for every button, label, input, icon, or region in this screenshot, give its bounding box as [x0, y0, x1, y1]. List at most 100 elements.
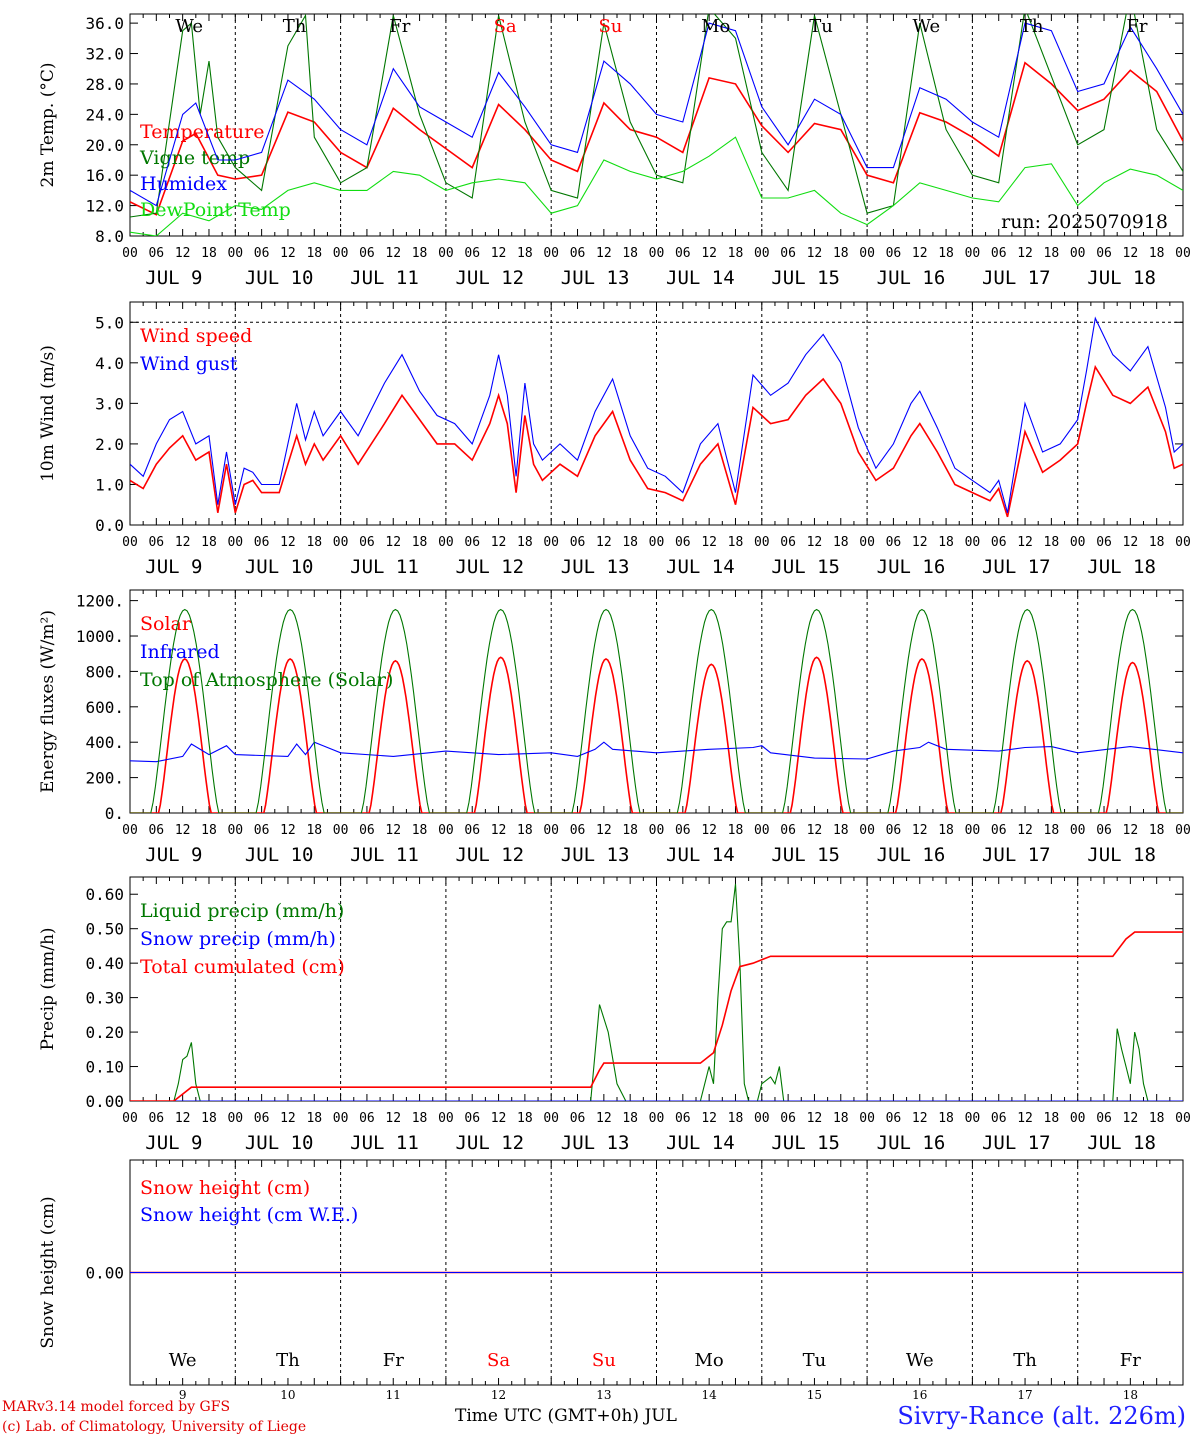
hour-tick-label: 12: [1123, 535, 1139, 550]
hour-tick-label: 00: [859, 823, 875, 838]
hour-tick-label: 06: [254, 246, 270, 261]
day-date-label: JUL 15: [771, 844, 840, 866]
y-tick-label: 200.: [85, 769, 124, 788]
hour-tick-label: 00: [859, 535, 875, 550]
day-date-label: JUL 15: [771, 556, 840, 578]
hour-tick-label: 12: [385, 823, 401, 838]
hour-tick-label: 18: [728, 535, 744, 550]
day-number-label: 9: [179, 1388, 187, 1402]
hour-tick-label: 18: [1044, 246, 1060, 261]
day-of-week-label: Tu: [809, 16, 833, 37]
y-tick-label: 0.00: [85, 1092, 124, 1111]
hour-tick-label: 06: [148, 823, 164, 838]
y-tick-label: 0.40: [85, 954, 124, 973]
hour-tick-label: 12: [385, 1111, 401, 1126]
day-date-label: JUL 13: [561, 1132, 630, 1154]
hour-tick-label: 06: [1096, 535, 1112, 550]
hour-tick-label: 18: [622, 823, 638, 838]
y-tick-label: 5.0: [95, 313, 124, 332]
hour-tick-label: 18: [201, 823, 217, 838]
hour-tick-label: 00: [649, 246, 665, 261]
day-date-label: JUL 10: [245, 1132, 314, 1154]
hour-tick-label: 06: [148, 1111, 164, 1126]
day-of-week-label: Th: [1013, 1350, 1037, 1371]
day-date-label: JUL 18: [1087, 844, 1156, 866]
day-of-week-label: Fr: [1120, 1350, 1141, 1371]
hour-tick-label: 00: [227, 246, 243, 261]
y-tick-label: 1.0: [95, 475, 124, 494]
hour-tick-label: 18: [1044, 1111, 1060, 1126]
day-of-week-label: Su: [592, 1350, 616, 1371]
day-date-label: JUL 15: [771, 267, 840, 289]
hour-tick-label: 06: [675, 246, 691, 261]
day-date-label: JUL 16: [877, 844, 946, 866]
hour-tick-label: 18: [622, 535, 638, 550]
day-date-label: JUL 15: [771, 1132, 840, 1154]
legend-entry: Wind speed: [140, 325, 252, 347]
day-date-label: JUL 17: [982, 267, 1051, 289]
hour-tick-label: 12: [1017, 535, 1033, 550]
legend-entry: Total cumulated (cm): [140, 956, 345, 978]
series-line-wind-gust: [130, 316, 1183, 513]
hour-tick-label: 18: [1149, 1111, 1165, 1126]
series-line-solar: [130, 656, 1183, 813]
legend-entry: Vigne temp: [139, 147, 250, 169]
hour-tick-label: 12: [807, 535, 823, 550]
y-axis-label: Precip (mm/h): [38, 927, 58, 1050]
hour-tick-label: 06: [359, 535, 375, 550]
hour-tick-label: 00: [543, 535, 559, 550]
hour-tick-label: 06: [780, 1111, 796, 1126]
day-of-week-label: We: [169, 1350, 197, 1371]
day-date-label: JUL 14: [666, 556, 735, 578]
day-date-label: JUL 10: [245, 556, 314, 578]
day-date-label: JUL 11: [350, 267, 419, 289]
day-date-label: JUL 17: [982, 844, 1051, 866]
legend-entry: Solar: [140, 613, 192, 635]
day-of-week-label: Sa: [487, 1350, 510, 1371]
y-tick-label: 2.0: [95, 435, 124, 454]
day-number-label: 16: [912, 1388, 927, 1402]
legend-entry: Temperature: [140, 121, 264, 143]
hour-tick-label: 00: [754, 246, 770, 261]
hour-tick-label: 00: [122, 1111, 138, 1126]
day-date-label: JUL 12: [455, 844, 524, 866]
hour-tick-label: 12: [596, 535, 612, 550]
y-tick-label: 36.0: [85, 14, 124, 33]
day-number-label: 10: [280, 1388, 295, 1402]
hour-tick-label: 18: [306, 823, 322, 838]
hour-tick-label: 00: [227, 1111, 243, 1126]
hour-tick-label: 06: [359, 1111, 375, 1126]
hour-tick-label: 12: [701, 1111, 717, 1126]
legend-entry: Snow height (cm): [140, 1177, 310, 1199]
hour-tick-label: 12: [596, 823, 612, 838]
hour-tick-label: 06: [675, 535, 691, 550]
hour-tick-label: 18: [517, 823, 533, 838]
day-of-week-label: Fr: [383, 1350, 404, 1371]
hour-tick-label: 00: [1175, 1111, 1191, 1126]
hour-tick-label: 18: [412, 823, 428, 838]
y-tick-label: 0.: [105, 804, 124, 823]
hour-tick-label: 06: [780, 535, 796, 550]
hour-tick-label: 18: [728, 823, 744, 838]
hour-tick-label: 00: [1175, 246, 1191, 261]
hour-tick-label: 06: [886, 535, 902, 550]
y-tick-label: 12.0: [85, 197, 124, 216]
legend-entry: DewPoint Temp: [140, 199, 291, 221]
day-of-week-label: Mo: [695, 1350, 724, 1371]
hour-tick-label: 00: [1175, 535, 1191, 550]
hour-tick-label: 12: [701, 535, 717, 550]
day-date-label: JUL 16: [877, 556, 946, 578]
hour-tick-label: 18: [622, 1111, 638, 1126]
hour-tick-label: 18: [201, 535, 217, 550]
y-tick-label: 0.0: [95, 516, 124, 535]
hour-tick-label: 18: [938, 246, 954, 261]
hour-tick-label: 00: [438, 1111, 454, 1126]
day-date-label: JUL 10: [245, 267, 314, 289]
hour-tick-label: 12: [701, 823, 717, 838]
hour-tick-label: 12: [596, 246, 612, 261]
hour-tick-label: 00: [754, 1111, 770, 1126]
hour-tick-label: 06: [675, 823, 691, 838]
hour-tick-label: 12: [491, 535, 507, 550]
y-axis-label: 10m Wind (m/s): [38, 345, 58, 482]
